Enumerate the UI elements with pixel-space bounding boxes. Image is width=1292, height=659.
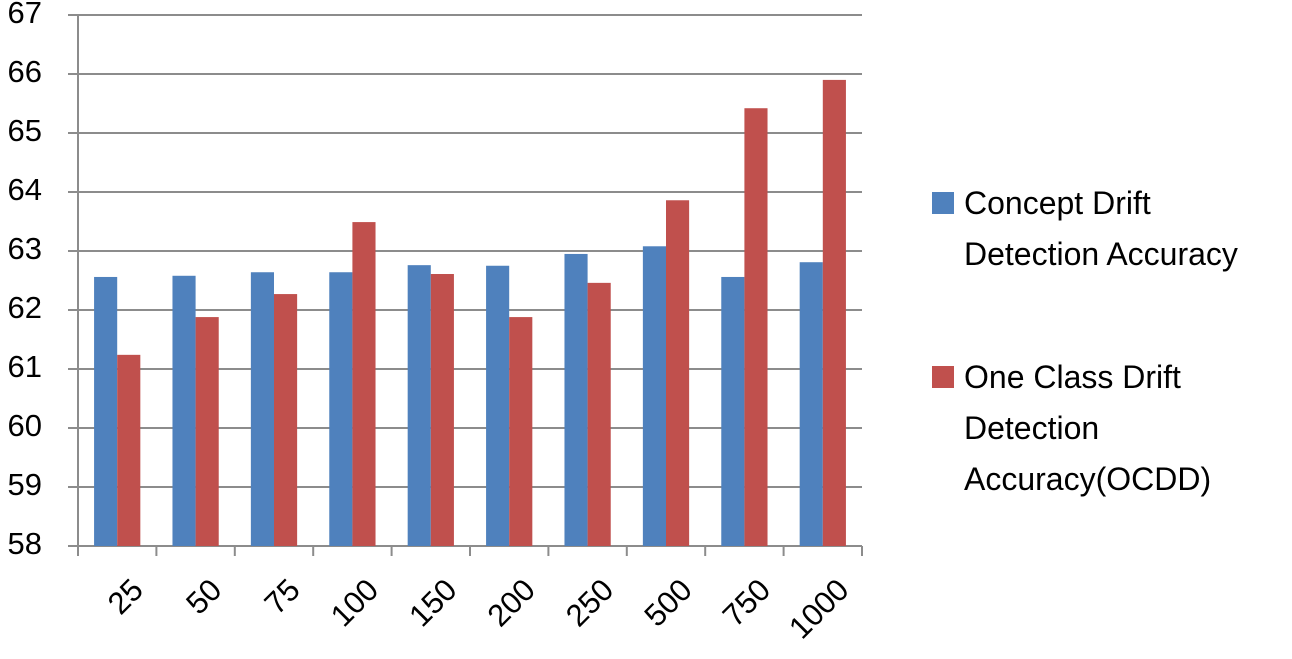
legend-label: One Class Drift Detection Accuracy(OCDD) <box>964 359 1212 497</box>
x-tick-label: 750 <box>716 572 777 633</box>
y-tick-label: 64 <box>8 172 42 207</box>
y-tick-label: 62 <box>8 290 42 325</box>
y-tick-label: 58 <box>8 526 42 561</box>
x-tick-label: 50 <box>179 572 228 621</box>
y-tick-label: 61 <box>8 349 42 384</box>
bar <box>564 253 588 546</box>
y-tick-label: 63 <box>8 231 42 266</box>
x-tick-label: 100 <box>324 572 385 633</box>
legend-item: One Class Drift Detection Accuracy(OCDD) <box>930 352 1290 505</box>
bar <box>94 276 118 546</box>
y-tick-label: 59 <box>8 467 42 502</box>
y-tick-label: 66 <box>8 54 42 89</box>
bar <box>274 294 298 546</box>
bar <box>172 275 196 546</box>
y-tick-label: 60 <box>8 408 42 443</box>
bar <box>407 265 431 546</box>
bar <box>250 272 274 546</box>
x-tick-label: 500 <box>637 572 698 633</box>
x-tick-label: 250 <box>559 572 620 633</box>
bar <box>799 262 823 546</box>
legend-label: Concept Drift Detection Accuracy <box>964 185 1238 272</box>
bar <box>721 276 745 546</box>
x-tick-label: 25 <box>101 572 150 621</box>
bar <box>666 200 690 546</box>
bar <box>822 79 846 547</box>
bar <box>430 274 454 546</box>
x-tick-label: 200 <box>481 572 542 633</box>
y-tick-label: 67 <box>8 0 42 30</box>
bar <box>352 222 376 546</box>
bar <box>587 282 611 546</box>
legend-swatch <box>932 192 954 214</box>
bar <box>509 317 533 546</box>
x-tick-label: 75 <box>258 572 307 621</box>
x-tick-label: 150 <box>402 572 463 633</box>
x-tick-label: 1000 <box>782 572 856 646</box>
bar <box>642 246 666 546</box>
bar <box>486 265 510 546</box>
legend-swatch <box>932 366 954 388</box>
bar <box>329 272 353 546</box>
legend-item: Concept Drift Detection Accuracy <box>930 178 1290 280</box>
bar <box>744 108 768 546</box>
bar <box>195 317 219 546</box>
y-tick-label: 65 <box>8 113 42 148</box>
bar <box>117 354 141 546</box>
